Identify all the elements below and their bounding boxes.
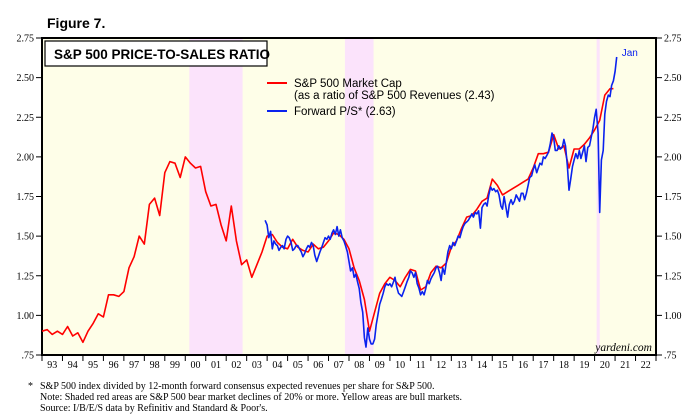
x-tick-label: 04 — [272, 360, 282, 371]
y-axis-left: .75 1.00 1.25 1.50 1.75 2.00 2.25 2.50 2.75 — [17, 34, 42, 362]
y-tick-label-left: 2.75 — [17, 34, 35, 45]
x-tick-label: 00 — [191, 360, 201, 371]
x-tick-label: 15 — [498, 360, 508, 371]
y-axis-right: .75 1.00 1.25 1.50 1.75 2.00 2.25 2.50 2.75 — [656, 34, 682, 362]
x-tick-label: 98 — [150, 360, 160, 371]
y-tick-label-right: 1.00 — [664, 311, 682, 322]
y-tick-label-right: 1.25 — [664, 271, 682, 282]
x-tick-label: 18 — [559, 360, 569, 371]
footnote-star: * — [28, 381, 33, 392]
x-tick-label: 07 — [334, 360, 344, 371]
x-tick-label: 05 — [293, 360, 303, 371]
x-tick-label: 19 — [579, 360, 589, 371]
y-tick-label-right: 2.25 — [664, 113, 682, 124]
bear-market-band — [596, 38, 600, 355]
x-tick-label: 06 — [313, 360, 323, 371]
x-tick-label: 99 — [170, 360, 180, 371]
footnote-line-2: Note: Shaded red areas are S&P 500 bear … — [40, 392, 462, 403]
x-tick-label: 01 — [211, 360, 221, 371]
y-tick-label-left: 1.75 — [17, 192, 35, 203]
x-tick-label: 13 — [457, 360, 467, 371]
series-end-label: Jan — [622, 48, 638, 59]
y-tick-label-right: .75 — [664, 351, 677, 362]
chart-title-box: S&P 500 PRICE-TO-SALES RATIO — [44, 40, 270, 67]
x-tick-label: 03 — [252, 360, 262, 371]
y-tick-label-left: 1.50 — [17, 232, 35, 243]
y-tick-label-left: 1.00 — [17, 311, 35, 322]
chart-title: S&P 500 PRICE-TO-SALES RATIO — [54, 47, 270, 62]
x-tick-label: 95 — [88, 360, 98, 371]
bear-market-band — [189, 38, 243, 355]
bear-market-band — [344, 38, 374, 355]
footnote-line-3: Source: I/B/E/S data by Refinitiv and St… — [40, 403, 268, 414]
chart-svg: S&P 500 PRICE-TO-SALES RATIO S&P 500 Mar… — [17, 34, 682, 372]
figure-label: Figure 7. — [47, 15, 106, 31]
x-tick-label: 08 — [354, 360, 364, 371]
legend-label-market-cap: S&P 500 Market Cap — [294, 78, 402, 90]
bear-market-bands — [189, 38, 600, 355]
y-tick-label-left: 2.00 — [17, 152, 35, 163]
footnote-line-1: S&P 500 index divided by 12-month forwar… — [40, 381, 435, 392]
x-tick-label: 17 — [538, 360, 548, 371]
y-tick-label-left: 2.25 — [17, 113, 35, 124]
x-tick-label: 96 — [109, 360, 119, 371]
x-tick-label: 09 — [375, 360, 385, 371]
y-tick-label-right: 2.75 — [664, 34, 682, 45]
y-tick-label-right: 2.50 — [664, 73, 682, 84]
y-tick-label-right: 1.75 — [664, 192, 682, 203]
series-line-forward-ps — [264, 56, 618, 348]
legend: S&P 500 Market Cap (as a ratio of S&P 50… — [267, 78, 495, 118]
y-tick-label-right: 2.00 — [664, 152, 682, 163]
legend-label-forward-ps: Forward P/S* (2.63) — [294, 106, 396, 118]
x-tick-label: 20 — [600, 360, 610, 371]
x-tick-label: 21 — [620, 360, 630, 371]
x-tick-label: 10 — [395, 360, 405, 371]
x-tick-label: 97 — [129, 360, 139, 371]
series-layer — [41, 56, 618, 348]
watermark: yardeni.com — [594, 342, 652, 354]
x-tick-label: 94 — [68, 360, 78, 371]
y-tick-label-right: 1.50 — [664, 232, 682, 243]
x-tick-label: 16 — [518, 360, 528, 371]
x-tick-label: 93 — [47, 360, 57, 371]
x-axis: 93 94 95 96 97 98 99 00 01 02 03 04 05 06 07 08 09 10 11 12… — [41, 355, 657, 371]
x-tick-label: 22 — [641, 360, 651, 371]
legend-label-market-cap-sub: (as a ratio of S&P 500 Revenues (2.43) — [294, 90, 495, 102]
x-tick-label: 11 — [416, 360, 426, 371]
x-tick-label: 02 — [231, 360, 241, 371]
y-tick-label-left: 2.50 — [17, 73, 35, 84]
series-line-market-cap — [41, 87, 614, 344]
x-tick-label: 12 — [436, 360, 446, 371]
x-tick-label: 14 — [477, 360, 487, 371]
y-tick-label-left: 1.25 — [17, 271, 35, 282]
footnotes: * S&P 500 index divided by 12-month forw… — [28, 381, 462, 414]
y-tick-label-left: .75 — [22, 351, 35, 362]
